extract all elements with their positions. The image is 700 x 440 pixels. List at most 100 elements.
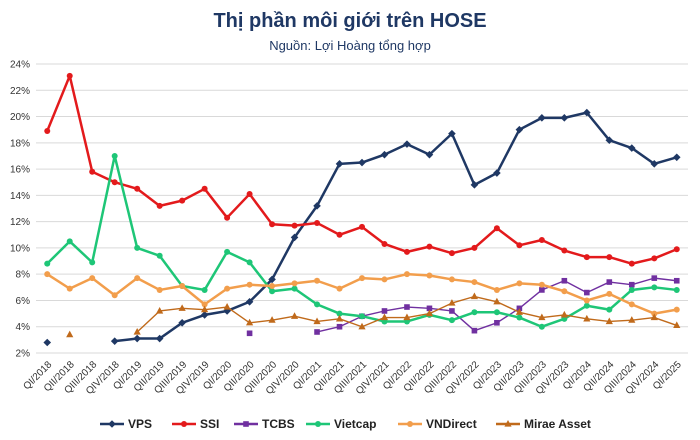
point-vndirect bbox=[403, 271, 410, 278]
series-vietcap bbox=[44, 152, 680, 330]
point-vps bbox=[200, 311, 209, 319]
point-vietcap bbox=[111, 152, 118, 159]
point-ssi bbox=[538, 237, 545, 244]
point-vps bbox=[493, 169, 501, 177]
point-tcbs bbox=[449, 308, 455, 314]
point-tcbs bbox=[426, 305, 433, 312]
point-ssi bbox=[66, 72, 73, 79]
point-mirae-asset bbox=[650, 313, 658, 321]
point-vndirect bbox=[66, 285, 73, 292]
point-mirae-asset bbox=[515, 308, 523, 315]
point-tcbs bbox=[651, 275, 658, 281]
point-ssi bbox=[44, 127, 51, 134]
point-vndirect bbox=[336, 285, 343, 292]
point-vps bbox=[380, 150, 389, 159]
point-vndirect bbox=[583, 297, 590, 304]
point-ssi bbox=[201, 185, 208, 192]
point-vndirect bbox=[448, 276, 455, 283]
point-mirae-asset bbox=[268, 316, 276, 323]
point-tcbs bbox=[246, 330, 253, 337]
point-vps bbox=[43, 338, 52, 347]
legend-marker-vietcap bbox=[315, 421, 321, 427]
point-vndirect bbox=[359, 275, 365, 282]
point-vps bbox=[470, 181, 479, 189]
point-mirae-asset bbox=[66, 330, 74, 338]
legend-item-ssi: SSI bbox=[172, 417, 219, 431]
point-mirae-asset bbox=[425, 309, 434, 317]
y-tick-label: 16% bbox=[10, 165, 30, 176]
point-vndirect bbox=[314, 277, 321, 284]
point-vps bbox=[245, 297, 254, 306]
point-vps bbox=[605, 136, 614, 144]
legend-label-tcbs: TCBS bbox=[262, 417, 295, 431]
y-axis-ticks: 2% 4% 6% 8% 10% 12% 14% 16% 18% 20% 22% 24% bbox=[10, 60, 30, 360]
point-vndirect bbox=[538, 281, 545, 288]
legend-marker-ssi bbox=[181, 421, 187, 427]
point-ssi bbox=[516, 242, 523, 249]
point-mirae-asset bbox=[403, 313, 411, 321]
series-mirae-asset bbox=[66, 292, 681, 338]
series-line-vps bbox=[114, 111, 678, 343]
point-ssi bbox=[651, 255, 658, 262]
legend-label-vps: VPS bbox=[128, 417, 152, 431]
legend-marker-vps bbox=[108, 420, 116, 428]
point-vndirect bbox=[111, 292, 118, 299]
point-vndirect bbox=[179, 283, 186, 290]
point-vietcap bbox=[493, 309, 500, 316]
point-ssi bbox=[493, 225, 500, 232]
legend-label-ssi: SSI bbox=[200, 417, 219, 431]
point-mirae-asset bbox=[380, 313, 389, 321]
legend-item-vndirect: VNDirect bbox=[398, 417, 477, 431]
y-tick-label: 8% bbox=[16, 270, 31, 281]
point-mirae-asset bbox=[470, 292, 479, 300]
point-ssi bbox=[224, 214, 231, 221]
point-vndirect bbox=[426, 272, 433, 279]
legend: VPS SSI TCBS Vietcap VNDirect Mirae Asset bbox=[100, 417, 591, 431]
point-mirae-asset bbox=[290, 312, 299, 319]
point-vietcap bbox=[538, 323, 545, 330]
series-vndirect bbox=[44, 271, 680, 317]
point-tcbs bbox=[628, 281, 635, 288]
point-ssi bbox=[471, 244, 478, 251]
point-tcbs bbox=[673, 277, 680, 284]
point-tcbs bbox=[471, 327, 478, 334]
point-vps bbox=[672, 153, 681, 162]
point-vps bbox=[178, 318, 186, 327]
point-vps bbox=[358, 158, 366, 167]
point-vps bbox=[155, 334, 164, 343]
point-vietcap bbox=[336, 310, 343, 317]
point-ssi bbox=[426, 243, 433, 250]
point-mirae-asset bbox=[201, 305, 209, 313]
point-vndirect bbox=[493, 286, 500, 293]
y-tick-label: 2% bbox=[16, 349, 31, 360]
legend-item-mirae-asset: Mirae Asset bbox=[496, 417, 591, 431]
point-vietcap bbox=[314, 301, 321, 308]
point-vndirect bbox=[201, 301, 208, 308]
point-mirae-asset bbox=[245, 318, 254, 326]
point-ssi bbox=[448, 250, 455, 257]
point-vietcap bbox=[89, 259, 96, 266]
point-mirae-asset bbox=[583, 314, 591, 322]
y-tick-label: 18% bbox=[10, 138, 30, 149]
point-mirae-asset bbox=[673, 321, 681, 329]
point-mirae-asset bbox=[560, 310, 568, 318]
gridlines bbox=[36, 63, 688, 354]
point-ssi bbox=[561, 247, 568, 254]
y-tick-label: 20% bbox=[10, 112, 30, 123]
point-ssi bbox=[673, 246, 680, 253]
point-vps bbox=[538, 114, 546, 122]
point-vndirect bbox=[628, 301, 635, 308]
point-mirae-asset bbox=[493, 297, 501, 305]
point-vps bbox=[110, 337, 119, 345]
point-mirae-asset bbox=[605, 317, 613, 325]
point-vietcap bbox=[134, 244, 141, 251]
series-line-ssi bbox=[46, 74, 678, 265]
point-mirae-asset bbox=[223, 303, 231, 310]
point-tcbs bbox=[584, 289, 590, 296]
point-vietcap bbox=[44, 260, 51, 267]
point-vps bbox=[448, 129, 456, 138]
y-tick-label: 10% bbox=[10, 243, 30, 254]
y-tick-label: 24% bbox=[10, 60, 30, 71]
point-vps bbox=[650, 160, 659, 168]
